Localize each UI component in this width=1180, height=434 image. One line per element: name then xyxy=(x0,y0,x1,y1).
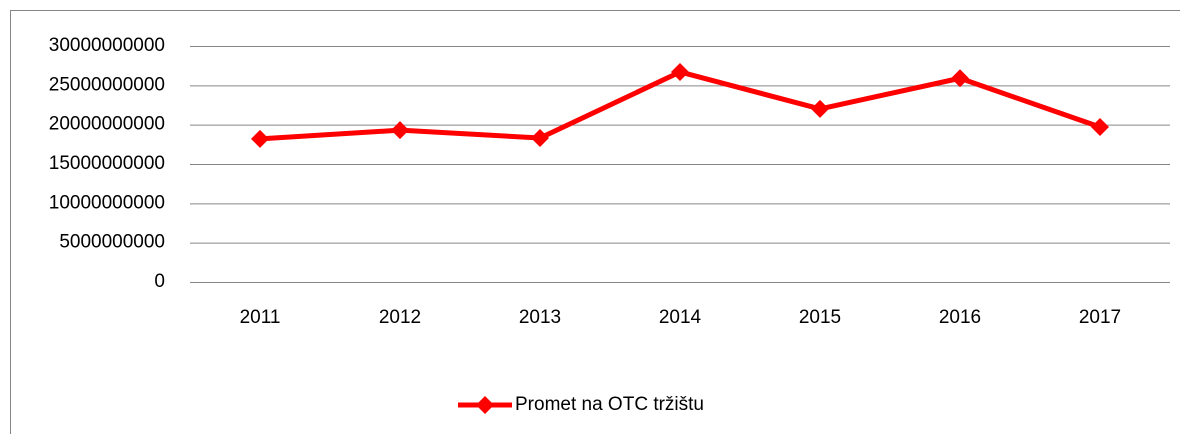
point-marker xyxy=(531,129,549,148)
y-tick-label: 0 xyxy=(154,271,165,292)
point-marker xyxy=(251,129,269,148)
x-tick-label: 2012 xyxy=(379,307,421,328)
point-marker xyxy=(1091,118,1109,137)
point-marker xyxy=(391,121,409,140)
legend-label: Promet na OTC tržištu xyxy=(515,394,704,415)
legend-marker xyxy=(476,396,494,414)
y-tick-label: 25000000000 xyxy=(49,74,165,95)
y-tick-label: 10000000000 xyxy=(49,192,165,213)
x-tick-label: 2011 xyxy=(240,307,281,328)
x-tick-label: 2013 xyxy=(519,307,561,328)
y-tick-label: 5000000000 xyxy=(59,232,165,253)
y-tick-label: 15000000000 xyxy=(49,153,165,174)
point-marker xyxy=(671,62,689,81)
y-tick-label: 30000000000 xyxy=(49,35,165,56)
y-tick-label: 20000000000 xyxy=(49,114,165,135)
point-marker xyxy=(951,69,969,88)
x-tick-label: 2014 xyxy=(659,307,702,328)
point-marker xyxy=(811,99,829,118)
x-tick-label: 2016 xyxy=(939,307,981,328)
chart-frame xyxy=(10,10,1180,434)
series-line xyxy=(259,69,1101,142)
x-tick-label: 2017 xyxy=(1079,307,1121,328)
x-tick-label: 2015 xyxy=(799,307,841,328)
